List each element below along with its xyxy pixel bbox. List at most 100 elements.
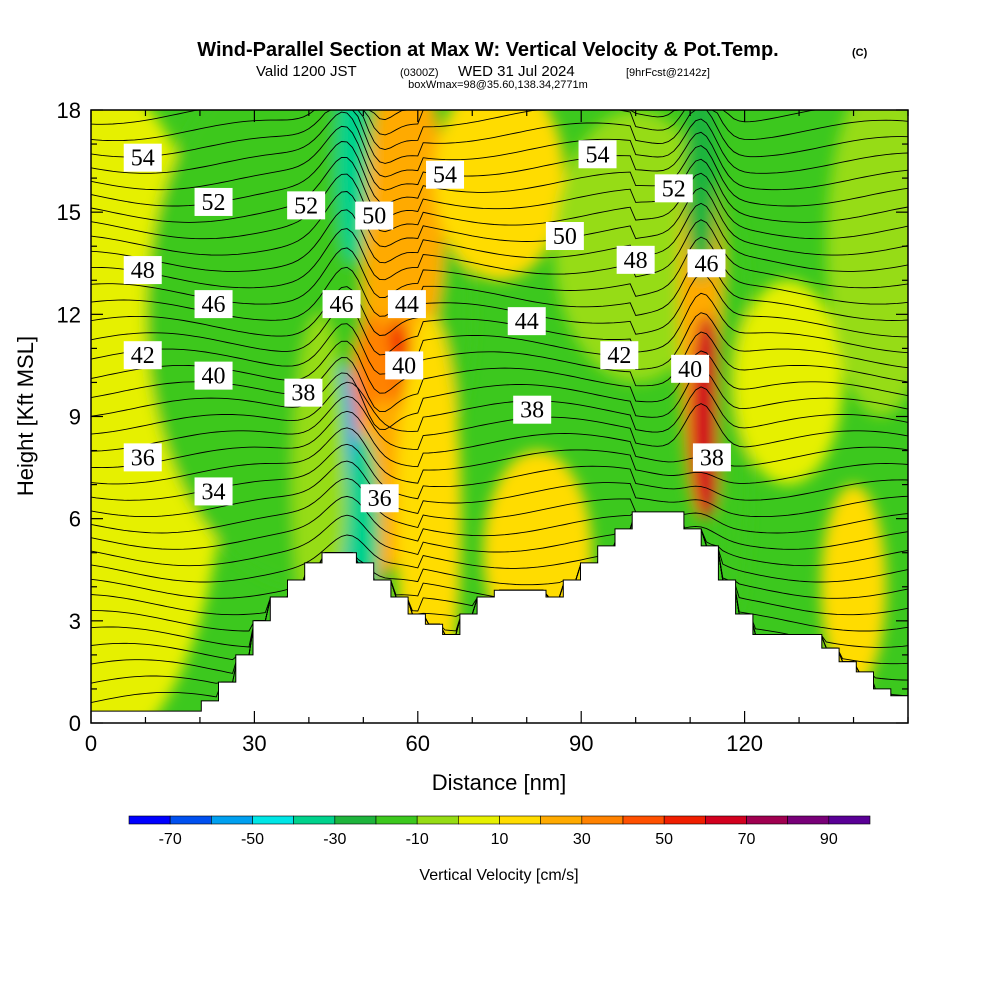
colorbar-swatch (128, 815, 171, 825)
colorbar-swatch (787, 815, 830, 825)
x-axis: 0 30 60 90 120 (85, 110, 909, 756)
colorbar-swatch (622, 815, 665, 825)
colorbar-swatch (375, 815, 418, 825)
colorbar: -70 -50 -30 -10 10 30 50 70 90 (128, 815, 871, 848)
isentrope (91, 511, 908, 599)
colorbar-tick-label: 10 (491, 831, 509, 848)
isentrope (91, 395, 908, 452)
colorbar-swatch (293, 815, 336, 825)
colorbar-swatch (746, 815, 788, 825)
contour-label: 48 (131, 258, 155, 284)
contour-label-box (387, 290, 426, 319)
colorbar-swatch (499, 815, 541, 825)
y-tick-label: 18 (57, 98, 81, 123)
isentrope (91, 157, 908, 223)
isentrope (91, 219, 908, 289)
contour-labels: 54 52 48 46 42 40 36 34 52 50 46 44 40 38 36 54 50 44 38 54… (123, 140, 731, 513)
isentrope (91, 202, 908, 272)
x-tick-label: 60 (406, 731, 430, 756)
contour-label: 40 (392, 353, 416, 379)
contour-label: 46 (694, 251, 718, 277)
valid-date: WED 31 Jul 2024 (458, 63, 575, 80)
contour-label: 44 (515, 309, 539, 335)
isentrope (91, 110, 908, 150)
y-tick-label: 6 (69, 507, 81, 532)
contour-label-box (194, 477, 233, 506)
terrain (91, 511, 908, 723)
colorbar-swatch (581, 815, 624, 825)
contour-label: 54 (433, 163, 457, 189)
contour-label: 38 (700, 445, 724, 471)
contour-label: 52 (662, 176, 686, 202)
isentrope (91, 477, 908, 534)
contour-label: 46 (202, 292, 226, 318)
w-region (684, 110, 718, 281)
isentrope (91, 292, 908, 356)
w-region (717, 212, 751, 621)
contour-label: 34 (202, 479, 226, 505)
contour-label-box (322, 290, 361, 319)
isentrope (91, 273, 908, 338)
contour-label: 36 (368, 486, 392, 512)
contour-label: 52 (202, 190, 226, 216)
colorbar-swatch (828, 815, 871, 825)
isentrope (91, 511, 908, 567)
x-tick-label: 120 (726, 731, 763, 756)
isentrope (91, 111, 908, 178)
isentrope (91, 187, 908, 256)
w-region (733, 280, 843, 485)
contour-label-box (600, 341, 639, 370)
contour-label: 40 (678, 357, 702, 383)
contour-label-box (671, 354, 710, 383)
valid-utc: (0300Z) (400, 67, 439, 79)
contour-label-box (545, 222, 584, 251)
contour-label-box (578, 140, 617, 169)
contour-label: 44 (395, 292, 419, 318)
isentrope (91, 110, 908, 136)
contour-label-box (287, 191, 326, 220)
contour-label-box (385, 351, 424, 380)
contour-label: 46 (330, 292, 354, 318)
y-tick-label: 0 (69, 711, 81, 736)
chart-title-mark: (C) (852, 47, 868, 59)
w-region (434, 110, 565, 281)
colorbar-tick-label: -70 (159, 831, 182, 848)
colorbar-swatch (334, 815, 377, 825)
colorbar-swatch (416, 815, 459, 825)
isentrope (91, 312, 908, 375)
colorbar-tick-label: 90 (820, 831, 838, 848)
colorbar-swatch (252, 815, 294, 825)
colorbar-swatch (211, 815, 253, 825)
contour-label: 40 (202, 364, 226, 390)
contour-label-box (284, 378, 323, 407)
contour-label-box (360, 484, 399, 513)
colorbar-tick-label: -30 (323, 831, 346, 848)
plot-area: 54 52 48 46 42 40 36 34 52 50 46 44 40 38 36 54 50 44 38 54… (91, 110, 908, 723)
contour-label-box (687, 249, 726, 278)
colorbar-swatch (169, 815, 212, 825)
x-tick-label: 90 (569, 731, 593, 756)
contour-label-box (123, 143, 162, 172)
isentrope (91, 427, 908, 485)
colorbar-tick-label: -10 (406, 831, 429, 848)
isentrope (91, 172, 908, 240)
contour-label-box (194, 361, 233, 390)
forecast-info: [9hrFcst@2142z] (626, 67, 710, 79)
isentrope (91, 381, 908, 435)
y-tick-label: 12 (57, 302, 81, 327)
contour-label: 42 (607, 343, 631, 369)
colorbar-tick-label: 70 (738, 831, 756, 848)
contour-label-box (513, 395, 552, 424)
y-tick-label: 3 (69, 609, 81, 634)
colorbar-tick-label: 50 (655, 831, 673, 848)
isentrope (91, 410, 908, 469)
contour-label-box (194, 290, 233, 319)
contour-label-box (654, 174, 693, 203)
colorbar-tick-label: -50 (241, 831, 264, 848)
colorbar-swatch (705, 815, 747, 825)
contour-label: 52 (294, 193, 318, 219)
contour-label-box (692, 443, 731, 472)
contour-label-box (123, 341, 162, 370)
